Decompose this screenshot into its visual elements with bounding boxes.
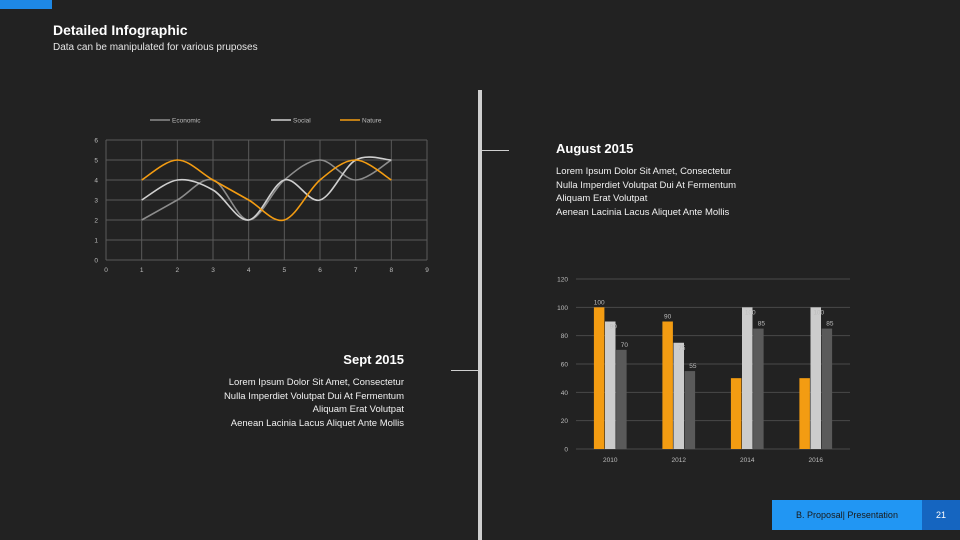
y-tick-label: 100 [557,305,568,312]
entry-line: Nulla Imperdiet Volutpat Dui At Fermentu… [556,179,737,191]
x-tick-label: 8 [390,267,394,274]
legend-label: Social [293,118,311,125]
entry-heading: Sept 2015 [343,352,404,367]
timeline-connector-left [451,370,479,371]
data-label: 90 [664,314,672,321]
bar [799,378,810,449]
data-label: 70 [621,342,629,349]
data-label: 75 [678,345,686,352]
data-label: 85 [826,321,834,328]
bar [742,307,753,449]
y-tick-label: 3 [94,198,98,205]
y-tick-label: 40 [561,390,569,397]
x-tick-label: 2 [176,267,180,274]
x-tick-label: 0 [104,267,108,274]
legend-label: Nature [362,118,382,125]
bar [753,328,764,449]
entry-line: Aenean Lacinia Lacus Aliquet Ante Mollis [230,417,404,429]
x-tick-label: 3 [211,267,215,274]
data-label: 100 [745,309,756,316]
entry-line: Nulla Imperdiet Volutpat Dui At Fermentu… [223,390,404,402]
page-number: 21 [922,500,960,530]
data-label: 55 [689,363,697,370]
page-title: Detailed Infographic [53,22,188,38]
timeline-bar [478,90,482,540]
entry-line: Aliquam Erat Volutpat [556,193,648,204]
x-tick-label: 2016 [809,457,824,464]
y-tick-label: 120 [557,277,568,284]
bar [605,321,616,449]
page-subtitle: Data can be manipulated for various prup… [53,42,258,53]
footer-label: B. Proposal| Presentation [772,500,922,530]
corner-accent-tab [0,0,52,9]
data-label: 85 [758,321,766,328]
data-label: 100 [594,299,605,306]
x-tick-label: 9 [425,267,429,274]
y-tick-label: 6 [94,138,98,145]
line-chart: 0 1 2 3 4 5 6 0 1 2 3 4 5 6 7 8 9 Economic Social Nature [94,118,429,275]
x-tick-label: 5 [283,267,287,274]
data-label: 100 [813,309,824,316]
x-tick-label: 1 [140,267,144,274]
entry-line: Lorem Ipsum Dolor Sit Amet, Consectetur [556,166,732,177]
bar [616,349,627,449]
x-tick-label: 2012 [672,457,687,464]
data-label: 90 [610,324,618,331]
entry-line: Aenean Lacinia Lacus Aliquet Ante Mollis [556,206,730,218]
bar [673,342,684,449]
entry-line: Aliquam Erat Volutpat [312,404,404,415]
entry-line: Lorem Ipsum Dolor Sit Amet, Consectetur [228,377,404,388]
bar [684,371,696,449]
series-line-economic [141,159,392,221]
bar [730,378,742,449]
timeline-connector-right [481,150,509,151]
bar-chart: 0204060801001201009070201090755520121008… [557,277,850,464]
y-tick-label: 20 [561,418,569,425]
x-tick-label: 4 [247,267,251,274]
y-tick-label: 80 [561,333,569,340]
y-tick-label: 0 [564,447,568,454]
bar [662,321,673,449]
x-tick-label: 2014 [740,457,755,464]
bar [821,328,833,449]
timeline-entry-sept-2015: Sept 2015 Lorem Ipsum Dolor Sit Amet, Co… [150,352,404,430]
bar [593,307,605,449]
timeline-entry-august-2015: August 2015 Lorem Ipsum Dolor Sit Amet, … [556,141,816,219]
series-line-nature [141,159,392,222]
y-tick-label: 1 [94,238,98,245]
y-tick-label: 2 [94,218,98,225]
y-tick-label: 5 [94,158,98,165]
bar [810,307,821,449]
y-tick-label: 60 [561,362,569,369]
y-tick-label: 4 [94,178,98,185]
legend-label: Economic [172,118,201,125]
x-tick-label: 6 [318,267,322,274]
y-tick-label: 0 [94,258,98,265]
series-line-social [141,156,392,221]
x-tick-label: 7 [354,267,358,274]
x-tick-label: 2010 [603,457,618,464]
entry-heading: August 2015 [556,141,634,156]
